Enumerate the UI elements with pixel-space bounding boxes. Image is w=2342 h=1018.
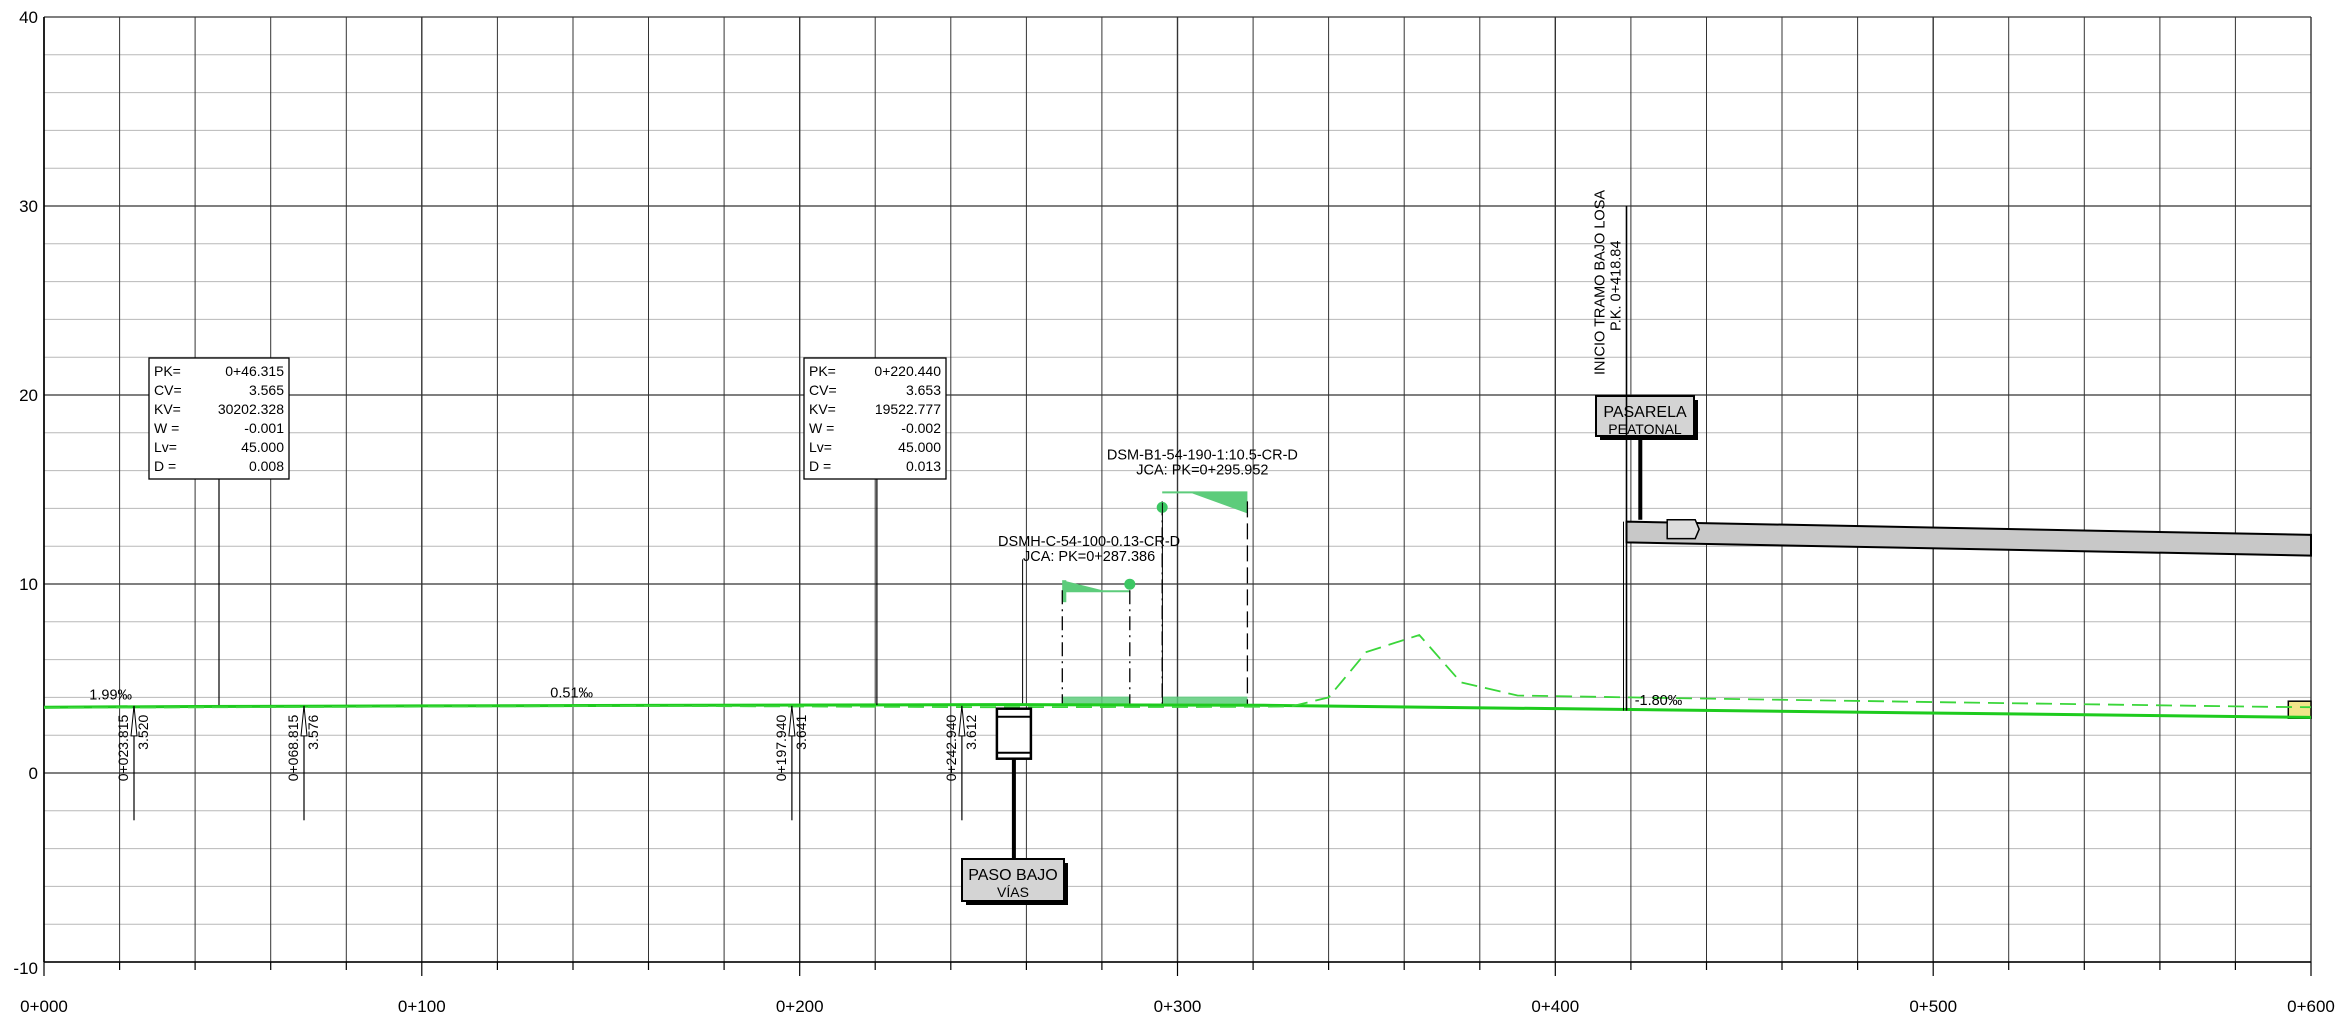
curve-table-key: D = xyxy=(154,458,176,474)
x-tick-label: 0+000 xyxy=(20,997,68,1016)
station-pk: 0+242.940 xyxy=(943,714,959,781)
drain-junction-dot xyxy=(1124,578,1136,590)
x-tick-label: 0+200 xyxy=(776,997,824,1016)
footbridge-tag-box xyxy=(1595,395,1695,437)
end-block xyxy=(2287,700,2312,719)
x-tick-label: 0+100 xyxy=(398,997,446,1016)
station-arrow xyxy=(958,705,966,737)
underpass-tag-box xyxy=(961,858,1065,902)
footbridge-tag-subtitle: PEATONAL xyxy=(1608,421,1682,437)
x-tick-label: 0+500 xyxy=(1909,997,1957,1016)
drain-base xyxy=(1162,696,1248,705)
deck-support xyxy=(1666,518,1701,540)
curve-table-value: 0.013 xyxy=(906,458,941,474)
drain-jca: JCA: PK=0+287.386 xyxy=(1023,549,1155,565)
grid xyxy=(43,16,2312,976)
curve-table-key: D = xyxy=(809,458,831,474)
y-tick-label: 20 xyxy=(19,386,38,405)
grade-label: 1.99‰ xyxy=(89,687,132,703)
curve-table-value: 30202.328 xyxy=(218,401,284,417)
y-tick-label: 30 xyxy=(19,197,38,216)
y-tick-label: 40 xyxy=(19,8,38,27)
x-tick-label: 0+300 xyxy=(1154,997,1202,1016)
y-tick-label: 0 xyxy=(29,764,38,783)
curve-table-value: 45.000 xyxy=(241,439,284,455)
curve-table-key: KV= xyxy=(809,401,836,417)
curve-table-value: -0.001 xyxy=(244,420,284,436)
grade-label: -1.80‰ xyxy=(1635,693,1683,709)
drain-base xyxy=(1062,696,1130,705)
drain-top-wedge xyxy=(1062,580,1130,593)
curve-table-key: PK= xyxy=(809,363,836,379)
curve-table-key: KV= xyxy=(154,401,181,417)
station-elevation: 3.576 xyxy=(305,714,321,749)
footbridge-tag-title: PASARELA xyxy=(1603,404,1687,421)
station-marks: 0+023.815 3.520 0+068.815 3.576 0+197.940 3.6… xyxy=(115,705,979,821)
curve-table-key: Lv= xyxy=(809,439,832,455)
curve-table-value: -0.002 xyxy=(901,420,941,436)
curve-table-value: 0+46.315 xyxy=(225,363,284,379)
station-arrow xyxy=(130,705,138,737)
drain-top-wedge xyxy=(1062,580,1067,603)
station-pk: 0+197.940 xyxy=(773,714,789,781)
curve-table-key: W = xyxy=(809,420,834,436)
curve-table-value: 3.565 xyxy=(249,382,284,398)
station-elevation: 3.641 xyxy=(793,714,809,749)
slab-start-pk: P.K. 0+418.84 xyxy=(1609,241,1625,331)
curve-table-key: CV= xyxy=(809,382,837,398)
underpass-tag-subtitle: VÍAS xyxy=(997,884,1029,900)
station-arrow xyxy=(300,705,308,737)
drain-top-wedge xyxy=(1162,491,1248,514)
slab-start-title: INICIO TRAMO BAJO LOSA xyxy=(1593,190,1609,375)
station-arrow xyxy=(788,705,796,737)
drain-name: DSM-B1-54-190-1:10.5-CR-D xyxy=(1107,447,1298,463)
terrain-line xyxy=(43,633,2312,709)
curve-table-value: 0+220.440 xyxy=(874,363,941,379)
curve-table-value: 45.000 xyxy=(898,439,941,455)
station-pk: 0+068.815 xyxy=(285,714,301,781)
x-tick-label: 0+600 xyxy=(2287,997,2335,1016)
y-tick-label: -10 xyxy=(13,959,38,978)
profile-lines: 1.99‰ 0.51‰ -1.80‰ xyxy=(43,633,2312,719)
vertical-curve-tables: PK= 0+46.315 CV= 3.565 KV= 30202.328 W = -0.001… xyxy=(148,357,947,705)
curve-table-key: Lv= xyxy=(154,439,177,455)
curve-table-value: 19522.777 xyxy=(875,401,941,417)
station-elevation: 3.612 xyxy=(963,714,979,749)
curve-table-key: W = xyxy=(154,420,179,436)
station-pk: 0+023.815 xyxy=(115,714,131,781)
grade-label: 0.51‰ xyxy=(550,685,593,701)
curve-table-value: 3.653 xyxy=(906,382,941,398)
underpass-tag-title: PASO BAJO xyxy=(968,867,1058,884)
station-elevation: 3.520 xyxy=(135,714,151,749)
curve-table-key: PK= xyxy=(154,363,181,379)
y-tick-label: 10 xyxy=(19,575,38,594)
curve-table-value: 0.008 xyxy=(249,458,284,474)
curve-table-key: CV= xyxy=(154,382,182,398)
axis-labels: 40 30 20 10 0 -10 0+000 0+100 0+200 0+300 0+400 0+5… xyxy=(13,8,2334,1016)
curve-table-box xyxy=(803,357,947,480)
x-tick-label: 0+400 xyxy=(1531,997,1579,1016)
drain-jca: JCA: PK=0+295.952 xyxy=(1136,462,1268,478)
drain-name: DSMH-C-54-100-0.13-CR-D xyxy=(998,534,1180,550)
